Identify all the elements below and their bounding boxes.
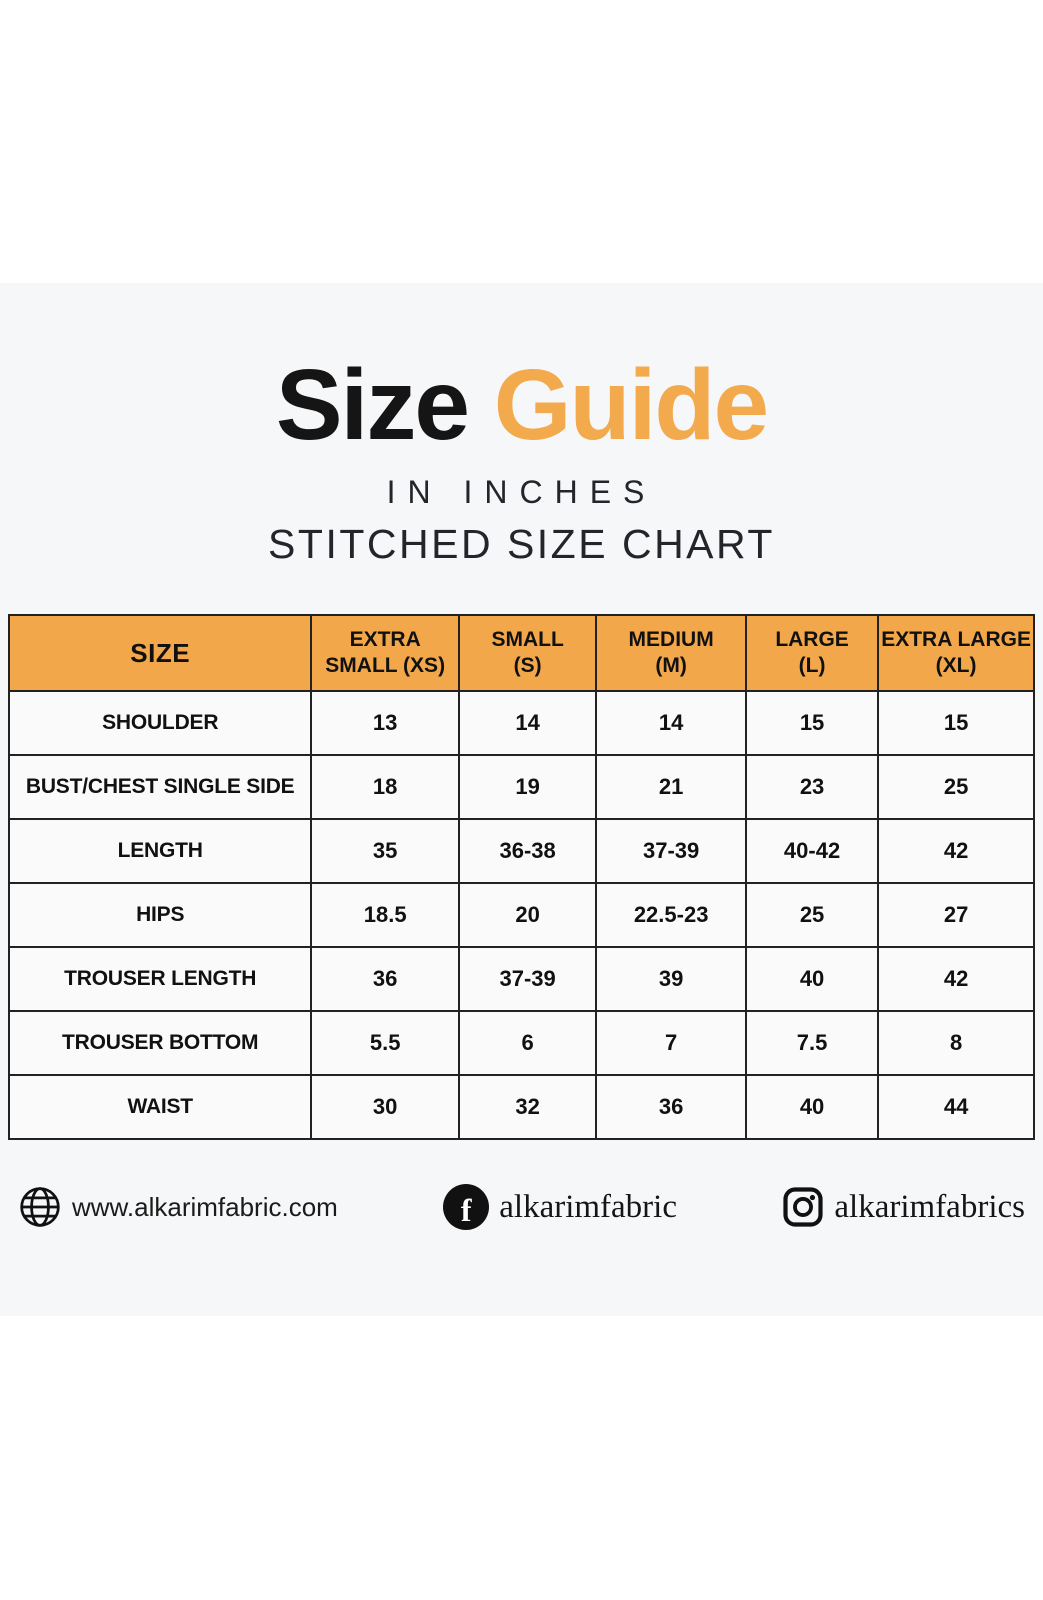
row-label: SHOULDER [7, 690, 313, 756]
website-url: www.alkarimfabric.com [72, 1191, 338, 1222]
size-cell: 23 [744, 754, 880, 820]
header-cell-medium: MEDIUM (M) [595, 614, 747, 692]
size-cell: 5.5 [310, 1010, 460, 1076]
row-label: TROUSER BOTTOM [7, 1010, 313, 1076]
size-cell: 21 [595, 754, 747, 820]
table-row-waist: WAIST 30 32 36 40 44 [7, 1074, 1035, 1140]
subtitle-stitched-size-chart: STITCHED SIZE CHART [268, 521, 775, 567]
size-cell: 36 [595, 1074, 747, 1140]
size-cell: 37-39 [457, 946, 598, 1012]
page-title: Size Guide [0, 353, 1043, 458]
table-row-shoulder: SHOULDER 13 14 14 15 15 [7, 690, 1035, 756]
subtitle-in-inches: IN INCHES [386, 474, 657, 510]
header-cell-large: LARGE (L) [744, 614, 880, 692]
header-cell-size: SIZE [7, 614, 313, 692]
size-cell: 15 [877, 690, 1035, 756]
size-guide-panel: Size Guide IN INCHES STITCHED SIZE CHART… [0, 283, 1043, 1316]
title-block: Size Guide IN INCHES STITCHED SIZE CHART [0, 283, 1043, 568]
website-link[interactable]: www.alkarimfabric.com [18, 1185, 338, 1229]
size-cell: 14 [595, 690, 747, 756]
size-cell: 14 [457, 690, 598, 756]
size-cell: 7.5 [744, 1010, 880, 1076]
size-cell: 30 [310, 1074, 460, 1140]
row-label: TROUSER LENGTH [7, 946, 313, 1012]
header-cell-extra-small: EXTRA SMALL (XS) [310, 614, 460, 692]
size-cell: 42 [877, 818, 1035, 884]
table-row-trouser-length: TROUSER LENGTH 36 37-39 39 40 42 [7, 946, 1035, 1012]
size-cell: 44 [877, 1074, 1035, 1140]
facebook-icon: f [443, 1184, 490, 1230]
facebook-handle: alkarimfabric [499, 1188, 677, 1225]
table-row-hips: HIPS 18.5 20 22.5-23 25 27 [7, 882, 1035, 948]
size-cell: 40 [744, 946, 880, 1012]
instagram-link[interactable]: alkarimfabrics [782, 1186, 1025, 1228]
footer: www.alkarimfabric.com f alkarimfabric al… [0, 1184, 1043, 1230]
title-word-size: Size [275, 349, 470, 461]
size-cell: 37-39 [595, 818, 747, 884]
header-cell-small: SMALL (S) [457, 614, 598, 692]
table-row-trouser-bottom: TROUSER BOTTOM 5.5 6 7 7.5 8 [7, 1010, 1035, 1076]
globe-icon [18, 1185, 62, 1229]
size-cell: 42 [877, 946, 1035, 1012]
size-cell: 22.5-23 [595, 882, 747, 948]
size-cell: 19 [457, 754, 598, 820]
size-cell: 27 [877, 882, 1035, 948]
row-label: BUST/CHEST SINGLE SIDE [7, 754, 313, 820]
size-cell: 39 [595, 946, 747, 1012]
size-cell: 6 [457, 1010, 598, 1076]
table-header-row: SIZE EXTRA SMALL (XS) SMALL (S) MEDIUM (… [7, 614, 1035, 692]
header-cell-extra-large: EXTRA LARGE (XL) [877, 614, 1035, 692]
size-cell: 32 [457, 1074, 598, 1140]
title-word-guide: Guide [493, 349, 769, 461]
size-cell: 40-42 [744, 818, 880, 884]
table-row-bust-chest: BUST/CHEST SINGLE SIDE 18 19 21 23 25 [7, 754, 1035, 820]
facebook-link[interactable]: f alkarimfabric [443, 1184, 677, 1230]
size-cell: 35 [310, 818, 460, 884]
size-cell: 36-38 [457, 818, 598, 884]
size-cell: 18 [310, 754, 460, 820]
size-cell: 8 [877, 1010, 1035, 1076]
row-label: HIPS [7, 882, 313, 948]
size-cell: 7 [595, 1010, 747, 1076]
instagram-icon [782, 1186, 824, 1228]
row-label: WAIST [7, 1074, 313, 1140]
size-cell: 15 [744, 690, 880, 756]
row-label: LENGTH [7, 818, 313, 884]
size-cell: 18.5 [310, 882, 460, 948]
size-cell: 25 [744, 882, 880, 948]
size-cell: 13 [310, 690, 460, 756]
size-cell: 36 [310, 946, 460, 1012]
size-cell: 40 [744, 1074, 880, 1140]
table-row-length: LENGTH 35 36-38 37-39 40-42 42 [7, 818, 1035, 884]
size-chart-table: SIZE EXTRA SMALL (XS) SMALL (S) MEDIUM (… [7, 614, 1035, 1140]
size-cell: 20 [457, 882, 598, 948]
size-cell: 25 [877, 754, 1035, 820]
instagram-handle: alkarimfabrics [834, 1188, 1025, 1225]
